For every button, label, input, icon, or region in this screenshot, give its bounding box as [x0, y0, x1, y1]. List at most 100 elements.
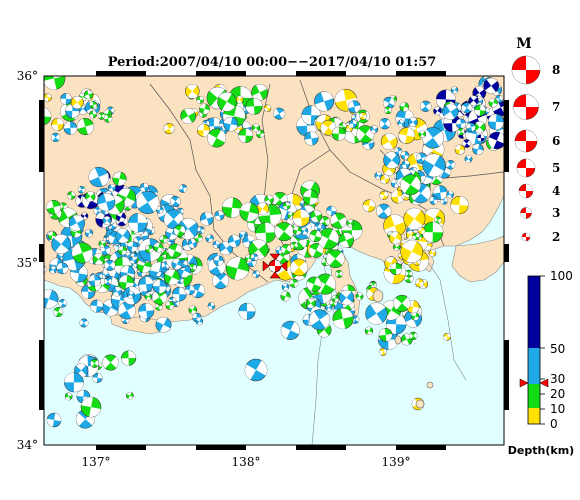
earthquake-marker — [136, 190, 160, 214]
earthquake-marker — [159, 235, 168, 244]
earthquake-marker — [180, 108, 197, 124]
earthquake-marker — [420, 100, 432, 112]
magnitude-legend-symbol — [514, 129, 538, 153]
earthquake-marker — [306, 276, 322, 292]
magnitude-legend-symbol — [513, 94, 539, 120]
earthquake-marker — [454, 144, 466, 155]
earthquake-marker — [60, 93, 72, 105]
earthquake-marker — [244, 358, 268, 382]
earthquake-marker — [359, 112, 368, 121]
earthquake-marker — [7, 230, 22, 245]
earthquake-marker — [418, 130, 427, 139]
earthquake-marker — [29, 225, 42, 238]
earthquake-marker — [154, 302, 163, 311]
earthquake-marker — [155, 316, 172, 333]
earthquake-marker — [172, 286, 187, 302]
earthquake-marker — [92, 372, 103, 383]
earthquake-marker — [409, 331, 418, 341]
earthquake-marker — [238, 302, 256, 320]
earthquake-marker — [403, 207, 426, 230]
earthquake-marker — [429, 196, 439, 205]
magnitude-legend-symbol — [518, 183, 534, 199]
earthquake-marker — [300, 227, 309, 235]
earthquake-marker — [115, 211, 127, 223]
earthquake-marker — [51, 234, 72, 254]
bathymetry-lines — [311, 239, 467, 445]
earthquake-marker — [58, 299, 67, 308]
earthquake-marker — [362, 199, 376, 213]
earthquake-marker — [223, 116, 239, 132]
earthquake-marker — [331, 294, 340, 303]
earthquake-marker — [457, 127, 465, 136]
earthquake-marker — [49, 266, 57, 274]
earthquake-marker — [196, 96, 204, 104]
earthquake-marker — [394, 147, 403, 156]
depth-tick-30: 30 — [550, 372, 565, 386]
earthquake-marker — [292, 226, 302, 236]
earthquake-marker — [77, 186, 86, 194]
magnitude-legend: M 8 7 6 5 4 3 2 — [511, 36, 560, 244]
magnitude-legend-label: 3 — [552, 206, 560, 220]
earthquake-marker — [292, 209, 310, 227]
earthquake-marker — [71, 242, 93, 264]
earthquake-marker — [428, 249, 437, 257]
depth-legend: 100 50 30 20 10 0 Depth(km) — [508, 269, 574, 457]
earthquake-marker — [263, 104, 272, 112]
earthquake-marker — [347, 100, 361, 114]
earthquake-marker — [194, 233, 203, 243]
earthquake-marker — [393, 294, 411, 312]
earthquake-marker — [121, 350, 137, 366]
earthquake-marker — [400, 240, 424, 263]
earthquake-marker — [422, 153, 446, 178]
lon-label-137: 137° — [82, 455, 111, 469]
earthquake-marker — [214, 210, 225, 221]
earthquake-marker — [304, 131, 319, 146]
earthquake-marker — [397, 119, 405, 128]
earthquake-marker — [379, 348, 387, 356]
earthquake-marker — [474, 104, 486, 117]
earthquake-marker — [127, 290, 135, 299]
lon-label-139: 139° — [382, 455, 411, 469]
earthquake-marker — [102, 216, 112, 226]
earthquake-marker — [64, 372, 84, 393]
earthquake-marker — [400, 174, 421, 196]
earthquake-marker — [156, 206, 164, 214]
earthquake-marker — [280, 291, 291, 302]
earthquake-marker — [228, 234, 241, 248]
lat-label-34: 34° — [17, 438, 38, 452]
magnitude-legend-label: 4 — [552, 184, 560, 198]
earthquake-marker — [417, 226, 426, 235]
earthquake-marker — [152, 289, 168, 305]
earthquake-marker — [207, 302, 216, 310]
earthquake-marker — [238, 128, 254, 143]
earthquake-marker — [290, 258, 308, 277]
earthquake-marker — [107, 183, 116, 192]
earthquake-marker — [255, 222, 277, 244]
earthquake-marker — [379, 118, 391, 130]
earthquake-marker — [70, 95, 84, 109]
earthquake-marker — [309, 309, 330, 331]
depth-bar-deep — [528, 348, 540, 384]
earthquake-marker — [289, 278, 299, 288]
earthquake-marker — [346, 219, 355, 228]
earthquake-marker — [256, 129, 265, 139]
earthquake-marker — [250, 253, 259, 262]
earthquake-marker — [392, 243, 401, 251]
earthquake-marker — [330, 212, 347, 229]
earthquake-marker — [462, 139, 472, 148]
map-area — [7, 76, 504, 445]
earthquake-marker — [44, 93, 52, 102]
earthquake-marker — [335, 269, 343, 278]
earthquake-marker — [382, 96, 396, 109]
earthquake-marker — [68, 214, 86, 232]
earthquake-marker — [338, 289, 355, 306]
earthquake-marker — [326, 249, 345, 269]
earthquake-marker — [252, 270, 260, 278]
boso-peninsula — [451, 235, 504, 283]
earthquake-marker — [102, 354, 119, 371]
earthquake-marker — [264, 194, 274, 205]
earthquake-marker — [446, 190, 454, 199]
earthquake-marker — [165, 301, 175, 310]
earthquake-marker — [488, 131, 504, 150]
